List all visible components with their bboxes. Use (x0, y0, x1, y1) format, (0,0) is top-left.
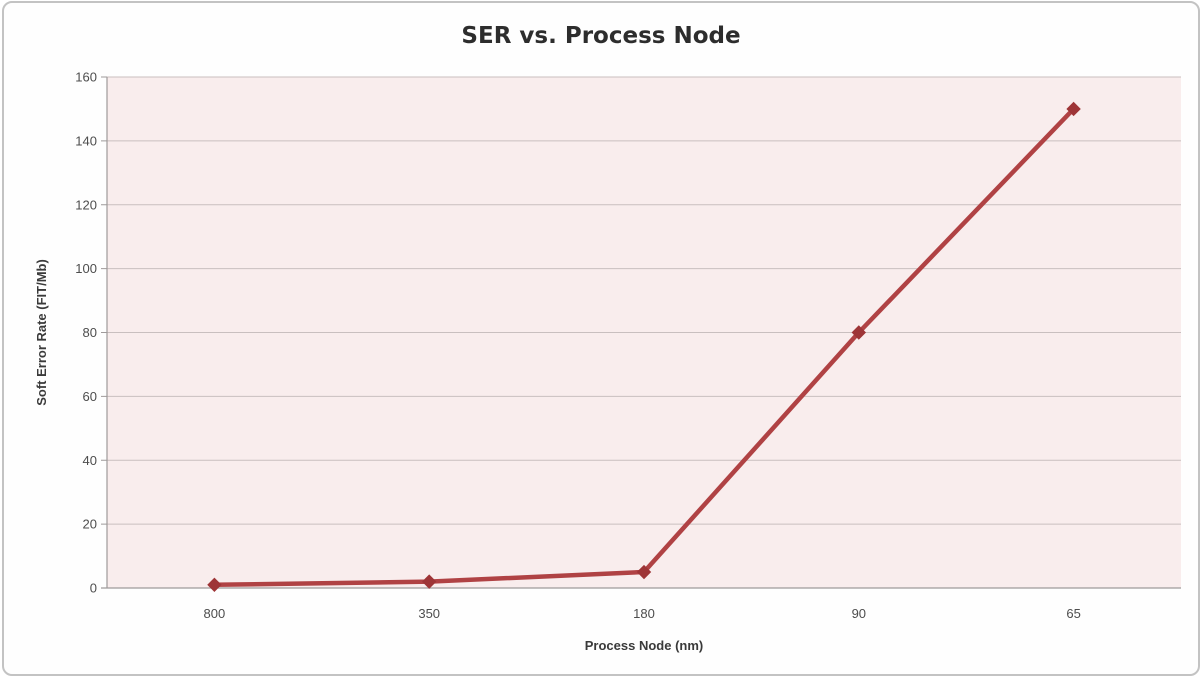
y-tick-label: 0 (90, 581, 97, 596)
y-tick-label: 160 (75, 70, 97, 85)
series-marker (636, 564, 652, 580)
series-marker (851, 325, 867, 340)
series-marker (421, 574, 437, 589)
x-tick-label: 90 (852, 606, 866, 621)
x-tick-label: 350 (418, 606, 440, 621)
y-tick-label: 40 (83, 453, 97, 468)
y-tick-label: 20 (83, 517, 97, 532)
y-tick-label: 100 (75, 261, 97, 276)
series-marker (1066, 101, 1081, 117)
series-marker (207, 577, 222, 593)
x-axis-title: Process Node (nm) (585, 638, 703, 653)
chart-title: SER vs. Process Node (461, 23, 741, 49)
y-axis-title: Soft Error Rate (FIT/Mb) (34, 259, 49, 406)
y-tick-label: 120 (75, 197, 97, 212)
y-tick-label: 140 (75, 133, 97, 148)
y-tick-label: 80 (83, 325, 97, 340)
chart-svg: 0 20 40 60 80 100 120 140 160 800 350 180 90 65 Proces… (34, 70, 1181, 653)
x-tick-label: 800 (204, 606, 226, 621)
x-tick-label: 65 (1066, 606, 1080, 621)
y-tick-label: 60 (83, 389, 97, 404)
x-tick-label: 180 (633, 606, 655, 621)
